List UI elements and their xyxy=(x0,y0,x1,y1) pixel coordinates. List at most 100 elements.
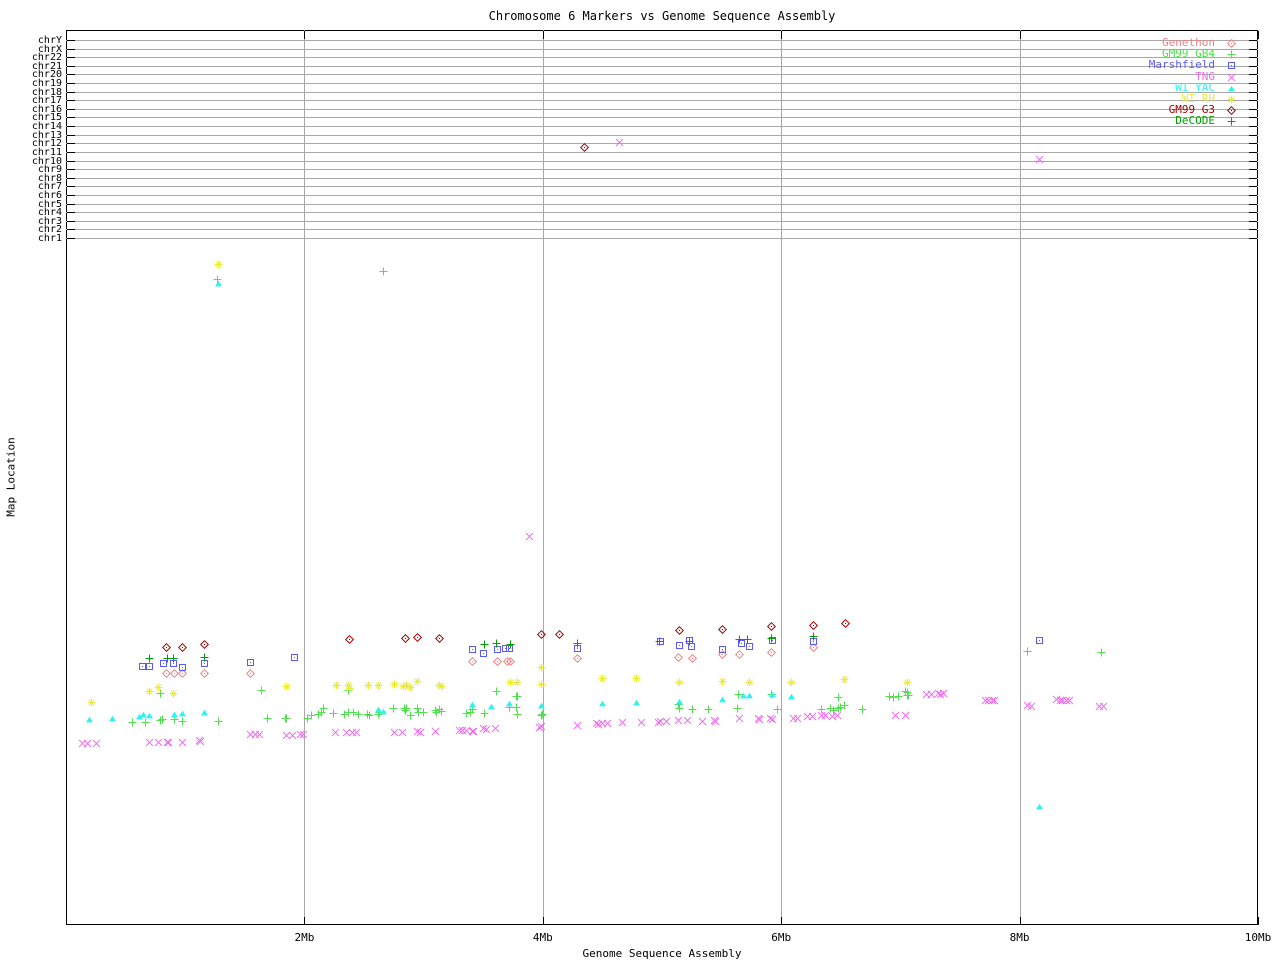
h-gridline-chr18 xyxy=(66,91,1258,93)
data-point xyxy=(787,692,796,701)
data-point xyxy=(329,709,338,718)
y-tick-right xyxy=(1249,117,1257,119)
data-point xyxy=(885,692,894,701)
legend-label: TNG xyxy=(1195,69,1215,83)
data-point xyxy=(537,701,546,710)
data-point xyxy=(196,737,205,746)
data-point xyxy=(145,687,154,696)
data-point xyxy=(506,640,515,649)
data-point xyxy=(1056,696,1065,705)
data-point xyxy=(506,678,515,687)
data-point xyxy=(246,668,256,678)
data-point xyxy=(352,728,361,737)
x-tick-bottom xyxy=(304,917,306,925)
data-point xyxy=(296,730,305,739)
data-point xyxy=(939,689,948,698)
data-point xyxy=(841,618,851,628)
legend-label: WI RH xyxy=(1181,92,1215,106)
data-point xyxy=(675,625,685,635)
data-point xyxy=(572,653,582,663)
x-tick-top xyxy=(542,31,544,39)
data-point xyxy=(767,647,777,657)
v-gridline-4mb xyxy=(542,30,544,925)
data-point xyxy=(1099,702,1108,711)
data-point xyxy=(525,532,534,541)
square-marker-icon xyxy=(1227,55,1236,74)
data-point xyxy=(299,730,308,739)
data-point xyxy=(92,739,101,748)
data-point xyxy=(538,710,547,719)
data-point xyxy=(808,712,817,721)
data-point xyxy=(737,639,746,648)
data-point xyxy=(282,714,291,723)
data-point xyxy=(1062,696,1071,705)
data-point xyxy=(809,632,818,641)
data-point xyxy=(178,668,188,678)
y-tick-left xyxy=(67,212,75,214)
data-point xyxy=(675,704,684,713)
data-point xyxy=(675,697,684,706)
h-gridline-chr22 xyxy=(66,57,1258,59)
data-point xyxy=(178,709,187,718)
data-point xyxy=(821,711,830,720)
data-point xyxy=(603,719,612,728)
data-point xyxy=(263,714,272,723)
data-point xyxy=(655,637,664,646)
y-tick-left xyxy=(67,238,75,239)
y-tick-left xyxy=(67,229,75,231)
data-point xyxy=(178,663,187,672)
y-tick-left xyxy=(67,91,75,93)
data-point xyxy=(87,698,96,707)
data-point xyxy=(374,705,383,714)
data-point xyxy=(135,712,144,721)
y-tick-left xyxy=(67,117,75,119)
data-point xyxy=(364,681,373,690)
data-point xyxy=(413,727,422,736)
data-point xyxy=(1065,696,1074,705)
y-tick-label-chr6: chr6 xyxy=(37,189,62,201)
data-point xyxy=(345,684,354,693)
data-point xyxy=(598,674,607,683)
data-point xyxy=(840,701,849,710)
data-point xyxy=(163,738,172,747)
h-gridline-chr17 xyxy=(66,100,1258,102)
data-point xyxy=(468,645,477,654)
data-point xyxy=(637,718,646,727)
data-point xyxy=(734,690,743,699)
x-tick-top xyxy=(304,31,306,39)
data-point xyxy=(745,642,754,651)
data-point xyxy=(161,668,171,678)
data-point xyxy=(683,716,692,725)
data-point xyxy=(768,715,777,724)
data-point xyxy=(573,721,582,730)
data-point xyxy=(734,649,744,659)
data-point xyxy=(467,656,477,666)
y-tick-right xyxy=(1249,212,1257,214)
y-tick-label-chr22: chr22 xyxy=(31,52,62,64)
data-point xyxy=(1058,696,1067,705)
data-point xyxy=(537,711,546,720)
h-gridline-chrY xyxy=(66,40,1258,41)
data-point xyxy=(288,731,297,740)
y-tick-right xyxy=(1249,143,1257,145)
y-tick-left xyxy=(67,151,75,153)
y-tick-left xyxy=(67,83,75,85)
legend-label: DeCODE xyxy=(1175,114,1215,128)
x-tick-bottom xyxy=(542,917,544,925)
data-point xyxy=(718,624,728,634)
data-point xyxy=(479,649,488,658)
data-point xyxy=(251,730,260,739)
data-point xyxy=(675,678,684,687)
y-tick-label-chr7: chr7 xyxy=(37,181,62,193)
y-tick-label-chr5: chr5 xyxy=(37,198,62,210)
data-point xyxy=(402,704,411,713)
h-gridline-chr21 xyxy=(66,65,1258,67)
y-tick-right xyxy=(1249,74,1257,76)
y-tick-label-chr8: chr8 xyxy=(37,172,62,184)
h-gridline-chr20 xyxy=(66,74,1258,76)
legend-label: WI YAC xyxy=(1175,80,1215,94)
data-point xyxy=(416,728,425,737)
data-point xyxy=(492,639,501,648)
data-point xyxy=(718,649,728,659)
y-tick-left xyxy=(67,48,75,50)
